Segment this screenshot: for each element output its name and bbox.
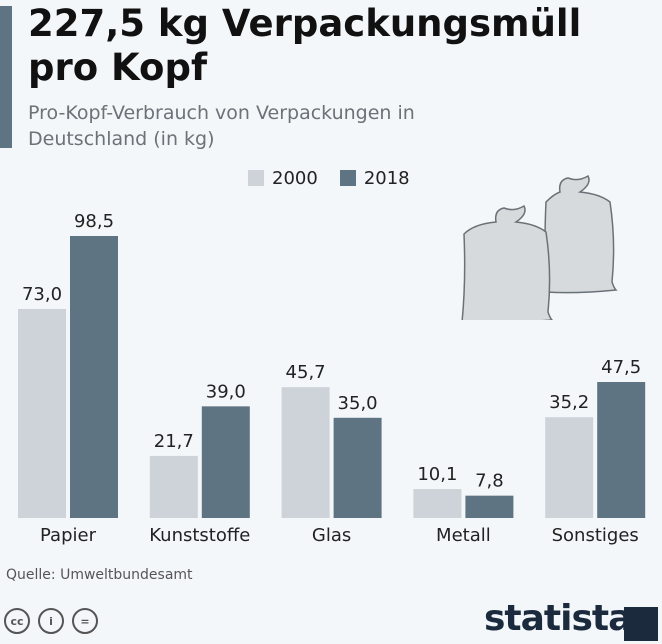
bar-2018: [333, 417, 382, 518]
by-icon[interactable]: i: [38, 608, 64, 634]
category-label: Kunststoffe: [149, 525, 250, 546]
data-label: 98,5: [74, 211, 114, 232]
category-label: Glas: [312, 525, 351, 546]
bar-2000: [18, 309, 66, 518]
bar-2018: [70, 235, 118, 518]
bar-2000: [545, 417, 594, 518]
data-label: 35,0: [338, 393, 378, 414]
accent-bar: [0, 6, 12, 148]
legend-item-2018: 2018: [339, 168, 410, 189]
statista-logo-mark: [624, 607, 658, 641]
bar-2000: [149, 455, 198, 518]
legend-swatch-2018: [339, 170, 356, 186]
data-label: 21,7: [154, 431, 194, 452]
chart-title: 227,5 kg Verpackungsmüll pro Kopf: [28, 2, 582, 89]
bar-chart: 73,0 98,5 Papier 21,7 39,0 Kunststoffe 45,7 35,…: [18, 211, 646, 546]
legend-swatch-2000: [248, 170, 264, 186]
nd-icon[interactable]: =: [72, 608, 98, 634]
data-label: 35,2: [549, 392, 589, 413]
category-label: Sonstiges: [552, 525, 639, 546]
category-label: Metall: [436, 525, 491, 546]
data-label: 10,1: [417, 464, 457, 485]
bar-2018: [597, 382, 646, 518]
data-label: 73,0: [22, 284, 62, 305]
bar-2018: [201, 406, 250, 518]
cc-icon[interactable]: cc: [4, 608, 30, 634]
trash-bags-icon: [461, 174, 618, 320]
statista-logo[interactable]: statista: [484, 598, 632, 639]
chart-subtitle: Pro-Kopf-Verbrauch von Verpackungen in D…: [28, 102, 415, 150]
legend: 2000 2018: [248, 168, 410, 189]
bar-2018: [465, 495, 514, 518]
data-label: 39,0: [206, 381, 246, 402]
data-label: 45,7: [286, 362, 326, 383]
license-icons[interactable]: cc i =: [4, 608, 98, 634]
category-label: Papier: [40, 525, 97, 546]
source-note: Quelle: Umweltbundesamt: [6, 567, 193, 583]
legend-label: 2018: [363, 168, 410, 189]
data-label: 7,8: [475, 471, 504, 492]
legend-item-2000: 2000: [248, 168, 318, 189]
bar-2000: [413, 489, 462, 518]
data-label: 47,5: [601, 357, 641, 378]
bar-2000: [281, 387, 330, 518]
legend-label: 2000: [272, 168, 318, 189]
